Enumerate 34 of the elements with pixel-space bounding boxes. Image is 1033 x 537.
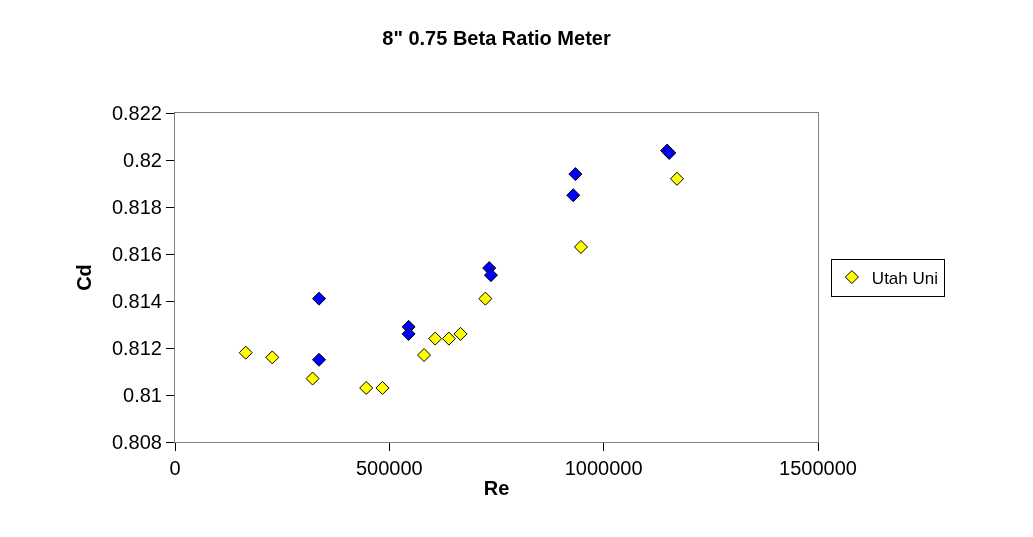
x-tick-label: 1500000 bbox=[779, 457, 857, 479]
x-tick-label: 500000 bbox=[355, 457, 423, 479]
y-tick-label: 0.816 bbox=[111, 243, 162, 265]
point bbox=[265, 350, 280, 365]
point bbox=[573, 239, 588, 254]
chart-title: 8" 0.75 Beta Ratio Meter bbox=[382, 26, 611, 49]
point bbox=[478, 291, 493, 306]
y-tick-label: 0.814 bbox=[111, 290, 162, 312]
point bbox=[428, 331, 443, 346]
y-tick-label: 0.812 bbox=[111, 337, 162, 359]
y-tick-label: 0.81 bbox=[123, 384, 162, 406]
point bbox=[453, 326, 468, 341]
point bbox=[566, 188, 581, 203]
point bbox=[312, 352, 327, 367]
point bbox=[375, 380, 390, 395]
point bbox=[669, 171, 684, 186]
point bbox=[238, 345, 253, 360]
point bbox=[312, 291, 327, 306]
point bbox=[483, 268, 498, 283]
point bbox=[568, 167, 583, 182]
point bbox=[417, 348, 432, 363]
y-axis-title: Cd bbox=[73, 264, 96, 291]
y-tick-label: 0.822 bbox=[111, 102, 162, 124]
legend-label: Utah Uni bbox=[871, 268, 938, 288]
y-tick-label: 0.818 bbox=[111, 196, 162, 218]
y-tick-label: 0.808 bbox=[111, 431, 162, 453]
x-tick-label: 0 bbox=[169, 457, 181, 479]
point bbox=[441, 331, 456, 346]
y-tick-label: 0.82 bbox=[123, 149, 162, 171]
point bbox=[359, 380, 374, 395]
x-tick-label: 1000000 bbox=[564, 457, 643, 479]
point bbox=[401, 326, 416, 341]
point bbox=[305, 371, 320, 386]
x-axis-title: Re bbox=[483, 476, 510, 499]
